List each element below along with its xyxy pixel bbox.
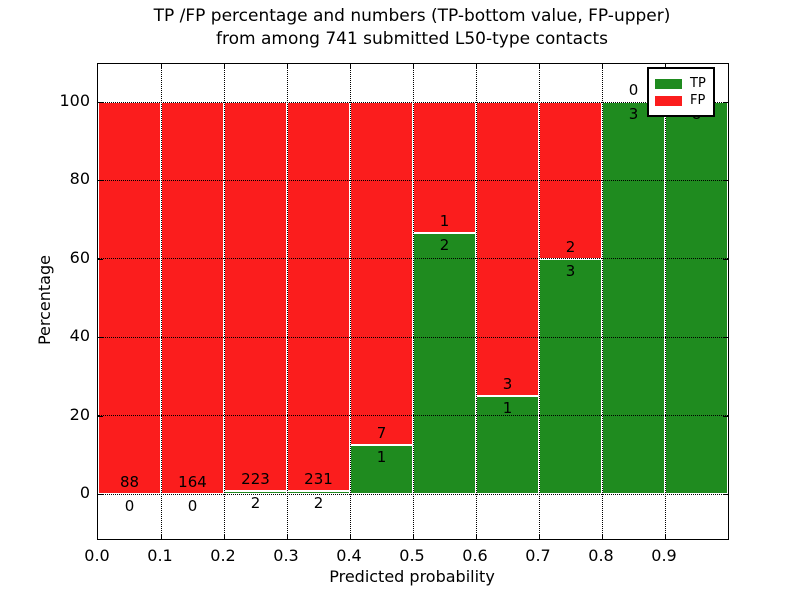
bar-segment-fp [287,102,350,491]
bar-segment-fp [224,102,287,491]
y-tick-mark [723,258,728,260]
x-tick-mark [287,64,288,69]
y-tick-mark [98,415,103,417]
x-tick-label: 0.6 [462,546,488,565]
y-tick-label: 0 [79,483,90,502]
x-tick-mark [665,64,666,69]
y-tick-mark [723,337,728,339]
x-tick-label: 0.0 [84,546,110,565]
legend-label-fp: FP [690,93,706,108]
bar-tp-count-label: 2 [250,493,261,512]
x-axis-label: Predicted probability [329,567,495,586]
x-tick-label: 0.1 [147,546,173,565]
x-tick-mark [665,534,666,539]
bar-tp-count-label: 0 [187,497,198,515]
x-tick-mark [224,64,225,69]
y-tick-label: 80 [69,169,90,189]
bar-segment-fp [350,102,413,445]
x-tick-mark [539,64,540,69]
y-tick-mark [98,180,103,182]
bar-segment-tp [602,102,665,494]
x-tick-mark [476,64,477,69]
legend-label-tp: TP [690,76,706,91]
x-tick-label: 0.5 [399,546,425,565]
bar-segment-tp [413,232,476,494]
x-tick-label: 0.4 [336,546,362,565]
legend: TP FP [647,67,715,117]
y-tick-mark [98,337,103,339]
y-tick-label: 60 [69,247,90,267]
bar-segment-tp [287,490,350,494]
x-tick-mark [602,534,603,539]
y-axis-label: Percentage [35,255,54,346]
bar-segment-fp [98,102,161,494]
bar-segment-fp [476,102,539,396]
y-tick-label: 40 [69,326,90,346]
legend-swatch-tp-icon [655,78,682,89]
bar-segment-fp [539,102,602,259]
bar-segment-tp [224,490,287,494]
x-tick-mark [476,534,477,539]
bar-segment-tp [476,396,539,494]
x-tick-mark [161,64,162,69]
y-tick-mark [723,102,728,103]
bar-segment-tp [539,258,602,494]
y-tick-label: 100 [59,91,90,110]
x-tick-mark [602,64,603,69]
x-tick-mark [287,534,288,539]
chart-title: TP /FP percentage and numbers (TP-bottom… [97,5,727,51]
x-tick-mark [413,64,414,69]
x-tick-mark [161,534,162,539]
y-tick-mark [723,180,728,182]
bar-segment-tp [350,445,413,494]
y-tick-label: 20 [69,404,90,424]
x-tick-label: 0.8 [588,546,614,565]
bar-segment-fp [413,102,476,233]
chart-title-line1: TP /FP percentage and numbers (TP-bottom… [153,6,671,26]
legend-swatch-fp-icon [655,95,682,106]
x-tick-label: 0.3 [273,546,299,565]
y-tick-mark [98,258,103,260]
x-tick-mark [350,64,351,69]
x-tick-label: 0.7 [525,546,551,565]
bar-tp-count-label: 0 [124,497,135,515]
legend-entry-tp: TP [655,76,707,91]
legend-entry-fp: FP [655,93,707,108]
y-tick-mark [98,494,103,495]
y-tick-mark [723,494,728,495]
bar-tp-count-label: 2 [313,493,324,512]
x-tick-label: 0.9 [651,546,677,565]
bar-segment-fp [161,102,224,494]
plot-area: 880164022322312711231230308 [97,63,729,540]
x-tick-mark [539,534,540,539]
chart-title-line2: from among 741 submitted L50-type contac… [216,29,608,49]
y-tick-mark [98,102,103,103]
x-tick-label: 0.2 [210,546,236,565]
x-tick-mark [413,534,414,539]
x-tick-mark [224,534,225,539]
bar-segment-tp [665,102,728,494]
y-tick-mark [723,415,728,417]
x-tick-mark [350,534,351,539]
